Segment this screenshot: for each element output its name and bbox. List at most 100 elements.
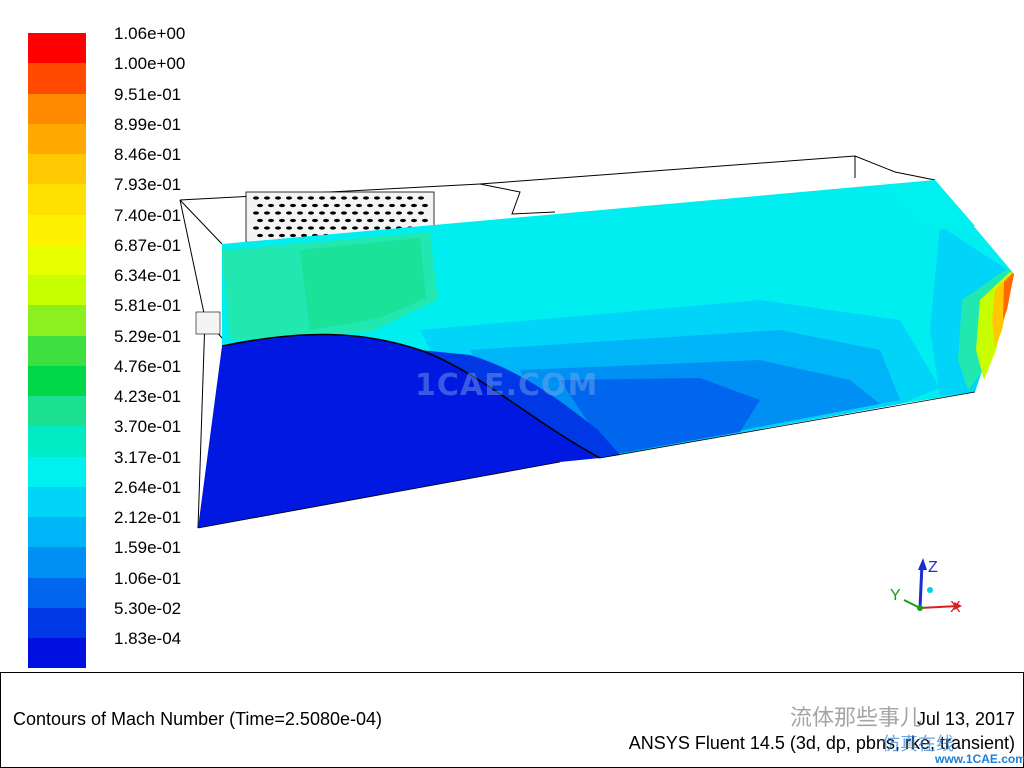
- axis-z-label: Z: [928, 559, 938, 576]
- perforation-hole: [330, 226, 336, 230]
- legend-swatch: [28, 184, 86, 215]
- axis-y-label: Y: [890, 587, 901, 604]
- legend-label: 1.06e-01: [114, 568, 182, 588]
- perforation-hole: [341, 196, 347, 200]
- legend-swatch: [28, 638, 86, 669]
- perforation-hole: [308, 211, 314, 215]
- legend-label: 4.23e-01: [114, 387, 182, 407]
- perforation-hole: [396, 211, 402, 215]
- perforation-hole: [253, 196, 259, 200]
- perforation-hole: [356, 203, 362, 208]
- perforation-hole: [264, 211, 270, 215]
- perforation-hole: [378, 203, 384, 208]
- perforation-hole: [319, 196, 325, 200]
- legend-label: 8.99e-01: [114, 114, 182, 134]
- perforation-hole: [323, 218, 329, 223]
- perforation-hole: [396, 196, 402, 200]
- perforation-hole: [275, 226, 281, 230]
- legend-label: 6.87e-01: [114, 235, 182, 255]
- perforation-hole: [422, 203, 428, 208]
- perforation-hole: [253, 226, 259, 230]
- legend-label: 4.76e-01: [114, 356, 182, 376]
- axis-x-label: X: [950, 599, 961, 616]
- perforation-hole: [308, 196, 314, 200]
- perforation-hole: [407, 196, 413, 200]
- perforation-hole: [411, 203, 417, 208]
- legend-swatch: [28, 154, 86, 185]
- legend-label: 3.17e-01: [114, 447, 182, 467]
- perforation-hole: [301, 233, 307, 238]
- legend-label: 8.46e-01: [114, 145, 182, 165]
- perforation-hole: [290, 218, 296, 223]
- legend-label: 3.70e-01: [114, 417, 182, 437]
- perforation-hole: [297, 226, 303, 230]
- legend-swatch: [28, 517, 86, 548]
- perforation-hole: [334, 218, 340, 223]
- perforation-hole: [363, 211, 369, 215]
- perforation-hole: [312, 218, 318, 223]
- legend-label: 1.83e-04: [114, 629, 182, 649]
- graphics-viewport[interactable]: 1.06e+00 1.00e+00 9.51e-01 8.99e-01 8.46e-01…: [0, 0, 1024, 672]
- legend-label: 5.81e-01: [114, 296, 182, 316]
- perforation-hole: [345, 218, 351, 223]
- legend-swatch: [28, 426, 86, 457]
- legend-label: 1.00e+00: [114, 54, 186, 74]
- perforation-hole: [411, 218, 417, 223]
- perforation-hole: [301, 203, 307, 208]
- perforation-hole: [264, 196, 270, 200]
- legend-swatch: [28, 214, 86, 245]
- perforation-hole: [268, 203, 274, 208]
- legend-swatch: [28, 365, 86, 397]
- legend-swatch: [28, 305, 86, 336]
- perforation-hole: [374, 211, 380, 215]
- perforation-hole: [308, 226, 314, 230]
- perforation-hole: [422, 218, 428, 223]
- mach-contour-plot: [179, 155, 1014, 529]
- perforation-hole: [275, 196, 281, 200]
- legend-label: 6.34e-01: [114, 266, 182, 286]
- axis-triad: Z Y X: [890, 558, 962, 616]
- legend-swatch: [28, 335, 86, 366]
- perforation-hole: [257, 203, 263, 208]
- legend-swatch: [28, 456, 86, 487]
- legend-swatch: [28, 93, 86, 124]
- legend-label: 2.64e-01: [114, 477, 182, 497]
- perforation-hole: [385, 211, 391, 215]
- perforation-hole: [301, 218, 307, 223]
- perforation-hole: [319, 226, 325, 230]
- perforation-hole: [356, 218, 362, 223]
- legend-swatch: [28, 244, 86, 276]
- perforation-hole: [268, 218, 274, 223]
- perforation-hole: [400, 203, 406, 208]
- perforation-hole: [374, 196, 380, 200]
- perforation-hole: [367, 203, 373, 208]
- legend-label: 5.29e-01: [114, 326, 182, 346]
- perforation-hole: [290, 203, 296, 208]
- perforation-hole: [290, 233, 296, 238]
- legend-label: 9.51e-01: [114, 84, 182, 104]
- perforation-hole: [268, 233, 274, 238]
- watermark-site: www.1CAE.com: [935, 752, 1024, 766]
- perforation-hole: [418, 211, 424, 215]
- title-block: Contours of Mach Number (Time=2.5080e-04…: [0, 672, 1024, 768]
- perforation-hole: [352, 211, 358, 215]
- perforation-hole: [345, 203, 351, 208]
- watermark-corner-secondary: 仿真在线: [882, 734, 954, 755]
- legend-label: 1.06e+00: [114, 24, 186, 43]
- plot-title: Contours of Mach Number (Time=2.5080e-04…: [13, 709, 382, 729]
- legend-swatch: [28, 275, 86, 306]
- legend-label: 7.40e-01: [114, 205, 182, 225]
- perforation-hole: [352, 196, 358, 200]
- perforation-hole: [297, 196, 303, 200]
- perforation-hole: [257, 233, 263, 238]
- legend-swatch: [28, 33, 86, 64]
- legend-label: 5.30e-02: [114, 598, 182, 618]
- perforation-hole: [253, 211, 259, 215]
- legend-label: 2.12e-01: [114, 508, 182, 528]
- contour-plane-lower: [197, 333, 620, 529]
- perforation-hole: [330, 196, 336, 200]
- perforation-hole: [286, 196, 292, 200]
- legend-label: 7.93e-01: [114, 175, 182, 195]
- perforation-hole: [385, 196, 391, 200]
- perforation-hole: [297, 211, 303, 215]
